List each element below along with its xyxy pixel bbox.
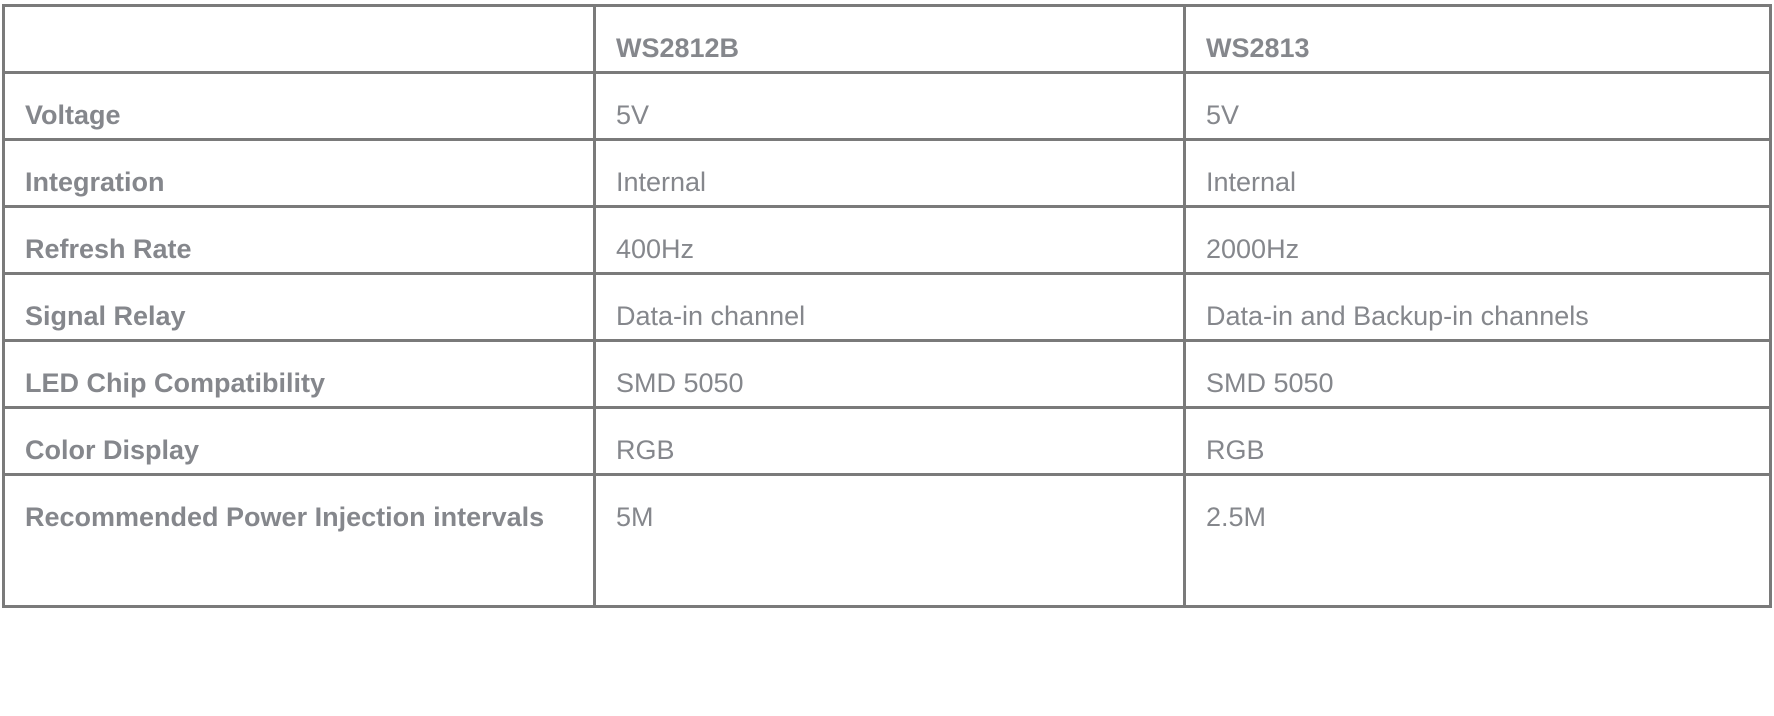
table-row: Recommended Power Injection intervals 5M… xyxy=(2,473,1772,608)
ws2813-value: 5V xyxy=(1183,71,1772,141)
ws2812b-value: 5M xyxy=(593,473,1186,608)
table-header-row: WS2812B WS2813 xyxy=(2,4,1772,74)
ws2812b-value: Data-in channel xyxy=(593,272,1186,342)
ws2813-value: SMD 5050 xyxy=(1183,339,1772,409)
ws2812b-value: SMD 5050 xyxy=(593,339,1186,409)
table-row: Refresh Rate 400Hz 2000Hz xyxy=(2,205,1772,275)
row-label: Voltage xyxy=(2,71,596,141)
row-label: Refresh Rate xyxy=(2,205,596,275)
comparison-table: WS2812B WS2813 Voltage 5V 5V Integration… xyxy=(2,4,1772,608)
table-row: Voltage 5V 5V xyxy=(2,71,1772,141)
header-cell-empty xyxy=(2,4,596,74)
table-row: Integration Internal Internal xyxy=(2,138,1772,208)
row-label: Recommended Power Injection intervals xyxy=(2,473,596,608)
header-cell-ws2813: WS2813 xyxy=(1183,4,1772,74)
header-cell-ws2812b: WS2812B xyxy=(593,4,1186,74)
row-label: Signal Relay xyxy=(2,272,596,342)
ws2813-value: Internal xyxy=(1183,138,1772,208)
ws2813-value: 2.5M xyxy=(1183,473,1772,608)
ws2813-value: Data-in and Backup-in channels xyxy=(1183,272,1772,342)
ws2812b-value: Internal xyxy=(593,138,1186,208)
ws2812b-value: 5V xyxy=(593,71,1186,141)
row-label: Color Display xyxy=(2,406,596,476)
row-label: Integration xyxy=(2,138,596,208)
ws2813-value: 2000Hz xyxy=(1183,205,1772,275)
row-label: LED Chip Compatibility xyxy=(2,339,596,409)
ws2813-value: RGB xyxy=(1183,406,1772,476)
table-row: Color Display RGB RGB xyxy=(2,406,1772,476)
ws2812b-value: RGB xyxy=(593,406,1186,476)
table-row: Signal Relay Data-in channel Data-in and… xyxy=(2,272,1772,342)
ws2812b-value: 400Hz xyxy=(593,205,1186,275)
table-row: LED Chip Compatibility SMD 5050 SMD 5050 xyxy=(2,339,1772,409)
